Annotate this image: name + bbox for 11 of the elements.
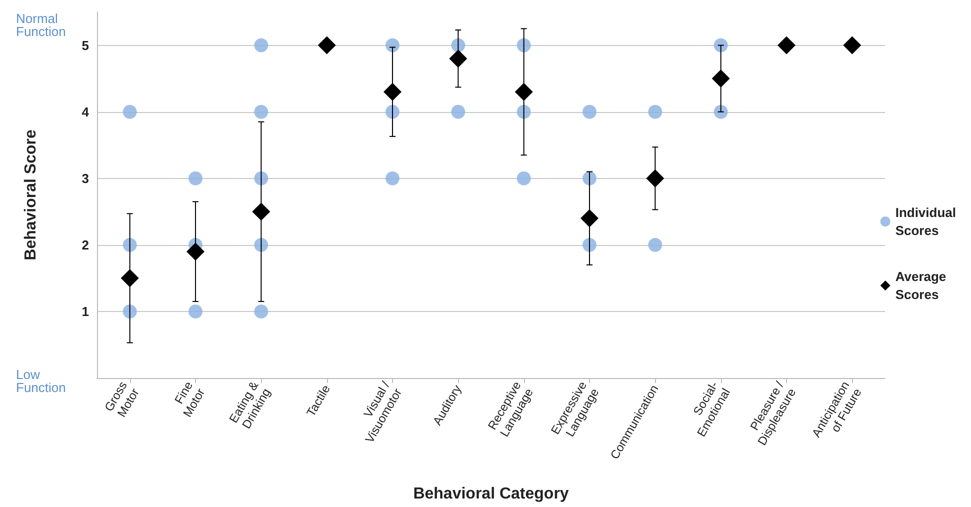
y-tick-label: 5	[82, 38, 89, 53]
legend-label: Individual Scores	[895, 205, 956, 238]
y-tick-label: 3	[82, 170, 89, 186]
text: Low Function	[16, 367, 66, 395]
x-axis-title: Behavioral Category	[413, 486, 569, 502]
y-tick-label: 4	[82, 104, 90, 120]
y-tick-label: 2	[82, 237, 89, 252]
y-axis-title: Behavioral Score	[22, 130, 40, 260]
text: Normal Function	[16, 11, 66, 39]
y-tick-label: 1	[82, 304, 89, 319]
legend-label: Average Scores	[895, 269, 946, 302]
